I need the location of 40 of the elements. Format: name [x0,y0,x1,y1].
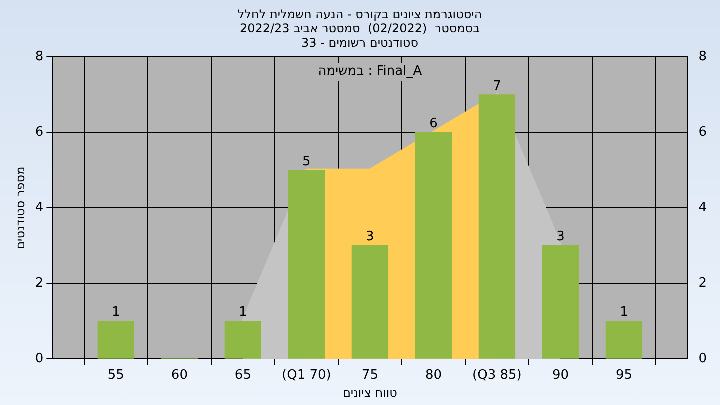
data-label: 3 [556,230,565,245]
x-axis-title: טווח ציונים [342,386,398,400]
bar [415,132,452,359]
x-tick-label: 60 [171,368,188,384]
y-axis-title: מספר סטודנטים [13,166,28,250]
y2-tick-label: 6 [698,125,708,140]
y2-tick-label: 4 [698,200,708,216]
x-tick-label: (Q3 85) [472,368,522,384]
y2-tick-label: 8 [698,50,708,65]
data-label: 1 [239,305,248,320]
chart-title: היסטוגרמת ציונים בקורס - הנעה חשמלית לחלל בסמסטר (02/2022) סמסטר אביב 2022/23 [238,7,482,36]
bar [224,320,262,359]
bar [606,320,643,359]
data-label: 5 [302,154,311,170]
data-label: 6 [430,116,438,132]
x-tick-label: (Q1 70) [282,368,332,384]
x-tick-label: 75 [362,368,378,384]
data-label: 3 [366,230,374,245]
bar [288,170,326,359]
bar [352,245,389,359]
x-tick-label: 95 [616,368,632,384]
data-label: 1 [620,305,628,320]
bar [478,94,516,359]
annotation: במשימה : Final_A [318,64,422,80]
y2-tick-label: 2 [698,276,708,291]
x-tick-label: 65 [234,368,252,384]
y-tick-label: 6 [35,125,44,140]
bar [542,245,580,359]
y-tick-label: 2 [35,276,44,291]
x-tick-label: 90 [552,368,569,384]
y-tick-label: 4 [35,200,44,216]
x-tick-label: 55 [108,368,124,384]
y2-tick-label: 0 [698,351,708,366]
x-tick-label: 80 [425,368,442,384]
y-tick-label: 0 [35,351,44,366]
y-tick-label: 8 [35,50,44,65]
data-label: 1 [112,305,120,320]
chart-subtitle: סטודנטים רשומים - 33 [301,36,419,50]
data-label: 7 [493,78,502,94]
bar [98,320,135,359]
